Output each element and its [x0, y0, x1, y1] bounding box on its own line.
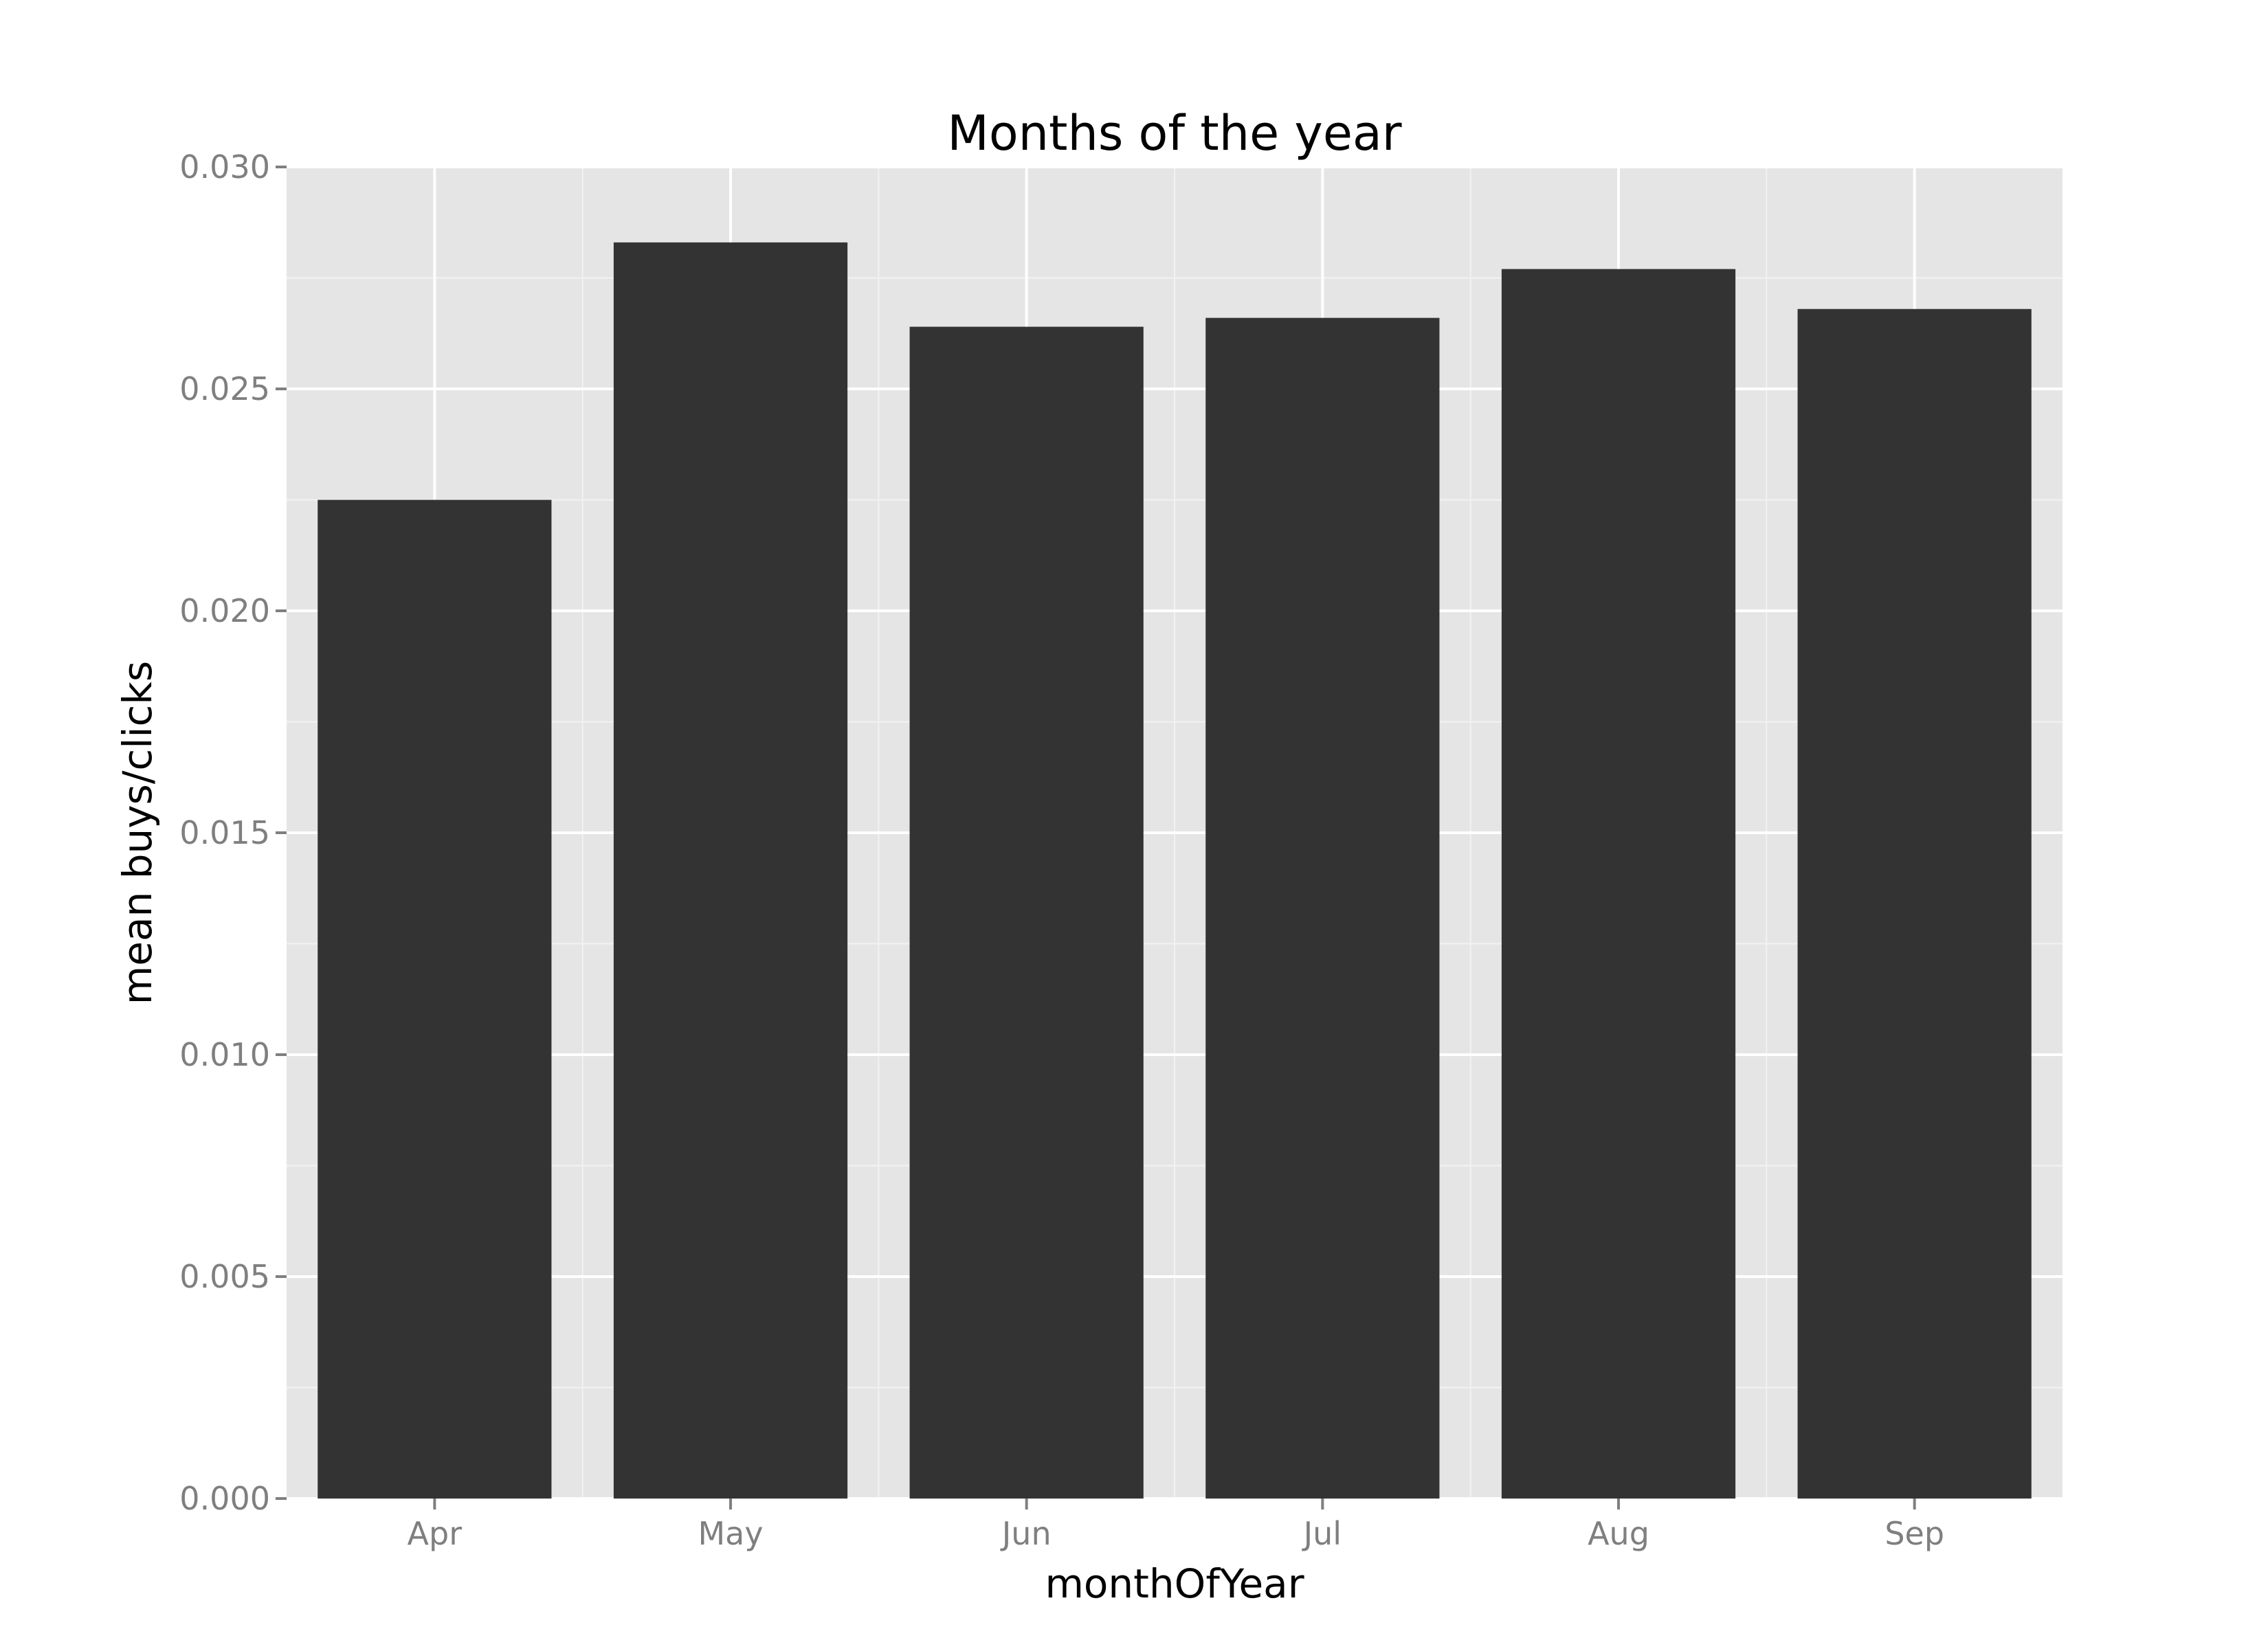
y-tick-label: 0.025: [179, 370, 270, 407]
x-axis: Apr May Jun Jul Aug Sep: [408, 1499, 1944, 1552]
bar-jun: [909, 326, 1144, 1499]
x-tick-label: Sep: [1885, 1515, 1944, 1552]
y-tick-label: 0.005: [179, 1258, 270, 1295]
y-tick-label: 0.015: [179, 814, 270, 851]
chart-title: Months of the year: [947, 105, 1401, 161]
x-tick-label: Aug: [1588, 1515, 1649, 1552]
y-tick-label: 0.020: [179, 592, 270, 629]
bar-jul: [1205, 317, 1440, 1499]
y-axis-title: mean buys/clicks: [114, 661, 161, 1005]
bar-aug: [1501, 269, 1736, 1499]
x-tick-label: May: [698, 1515, 763, 1552]
x-tick-label: Jun: [1000, 1515, 1052, 1552]
bar-sep: [1797, 309, 2032, 1499]
y-tick-label: 0.030: [179, 148, 270, 186]
x-tick-label: Apr: [408, 1515, 463, 1552]
y-axis: 0.000 0.005 0.010 0.015 0.020 0.025 0.030: [179, 148, 287, 1517]
x-axis-title: monthOfYear: [1045, 1560, 1304, 1607]
bar-apr: [318, 500, 552, 1499]
y-tick-label: 0.000: [179, 1480, 270, 1517]
x-tick-label: Jul: [1302, 1515, 1342, 1552]
y-tick-label: 0.010: [179, 1036, 270, 1073]
bar-may: [613, 242, 848, 1499]
bars-group: [318, 242, 2032, 1499]
